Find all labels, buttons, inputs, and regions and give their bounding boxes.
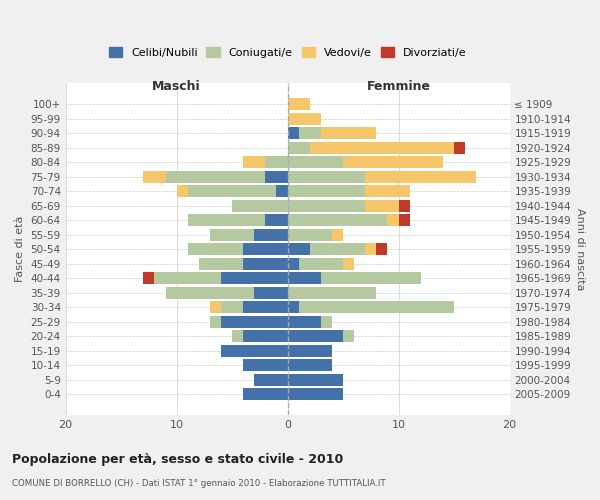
- Bar: [287, 316, 321, 328]
- Bar: [365, 186, 410, 197]
- Bar: [376, 244, 388, 255]
- Bar: [287, 128, 299, 139]
- Bar: [287, 287, 376, 298]
- Bar: [243, 244, 287, 255]
- Bar: [287, 171, 365, 182]
- Bar: [287, 142, 310, 154]
- Bar: [176, 186, 188, 197]
- Bar: [398, 200, 410, 211]
- Y-axis label: Fasce di età: Fasce di età: [15, 216, 25, 282]
- Bar: [221, 272, 287, 284]
- Bar: [321, 272, 421, 284]
- Bar: [254, 229, 287, 240]
- Bar: [210, 229, 254, 240]
- Bar: [287, 186, 365, 197]
- Bar: [321, 128, 376, 139]
- Bar: [454, 142, 465, 154]
- Bar: [287, 229, 332, 240]
- Bar: [287, 200, 365, 211]
- Bar: [332, 229, 343, 240]
- Bar: [221, 302, 243, 313]
- Bar: [398, 214, 410, 226]
- Bar: [143, 272, 154, 284]
- Bar: [265, 156, 287, 168]
- Bar: [299, 302, 454, 313]
- Bar: [210, 302, 221, 313]
- Bar: [254, 374, 287, 386]
- Bar: [154, 272, 221, 284]
- Bar: [188, 186, 277, 197]
- Bar: [310, 142, 454, 154]
- Legend: Celibi/Nubili, Coniugati/e, Vedovi/e, Divorziati/e: Celibi/Nubili, Coniugati/e, Vedovi/e, Di…: [104, 42, 471, 62]
- Bar: [299, 258, 343, 270]
- Bar: [287, 272, 321, 284]
- Bar: [188, 244, 243, 255]
- Text: COMUNE DI BORRELLO (CH) - Dati ISTAT 1° gennaio 2010 - Elaborazione TUTTITALIA.I: COMUNE DI BORRELLO (CH) - Dati ISTAT 1° …: [12, 479, 386, 488]
- Bar: [287, 98, 310, 110]
- Bar: [287, 388, 343, 400]
- Bar: [287, 258, 299, 270]
- Bar: [388, 214, 398, 226]
- Text: Maschi: Maschi: [152, 80, 201, 92]
- Bar: [243, 302, 287, 313]
- Bar: [243, 388, 287, 400]
- Bar: [287, 113, 321, 124]
- Bar: [221, 316, 287, 328]
- Bar: [287, 345, 332, 356]
- Bar: [287, 360, 332, 371]
- Bar: [287, 156, 343, 168]
- Bar: [243, 330, 287, 342]
- Bar: [265, 214, 287, 226]
- Bar: [343, 330, 354, 342]
- Bar: [299, 128, 321, 139]
- Text: Popolazione per età, sesso e stato civile - 2010: Popolazione per età, sesso e stato civil…: [12, 452, 343, 466]
- Bar: [243, 258, 287, 270]
- Bar: [166, 171, 265, 182]
- Bar: [277, 186, 287, 197]
- Bar: [143, 171, 166, 182]
- Bar: [343, 156, 443, 168]
- Bar: [232, 200, 287, 211]
- Bar: [199, 258, 243, 270]
- Bar: [221, 345, 287, 356]
- Bar: [232, 330, 243, 342]
- Text: Femmine: Femmine: [367, 80, 431, 92]
- Bar: [254, 287, 287, 298]
- Bar: [321, 316, 332, 328]
- Bar: [365, 244, 376, 255]
- Bar: [243, 360, 287, 371]
- Bar: [243, 156, 265, 168]
- Bar: [287, 330, 343, 342]
- Bar: [188, 214, 265, 226]
- Bar: [166, 287, 254, 298]
- Bar: [365, 171, 476, 182]
- Bar: [265, 171, 287, 182]
- Bar: [287, 302, 299, 313]
- Bar: [287, 214, 388, 226]
- Y-axis label: Anni di nascita: Anni di nascita: [575, 208, 585, 290]
- Bar: [365, 200, 398, 211]
- Bar: [287, 374, 343, 386]
- Bar: [343, 258, 354, 270]
- Bar: [210, 316, 221, 328]
- Bar: [287, 244, 310, 255]
- Bar: [310, 244, 365, 255]
